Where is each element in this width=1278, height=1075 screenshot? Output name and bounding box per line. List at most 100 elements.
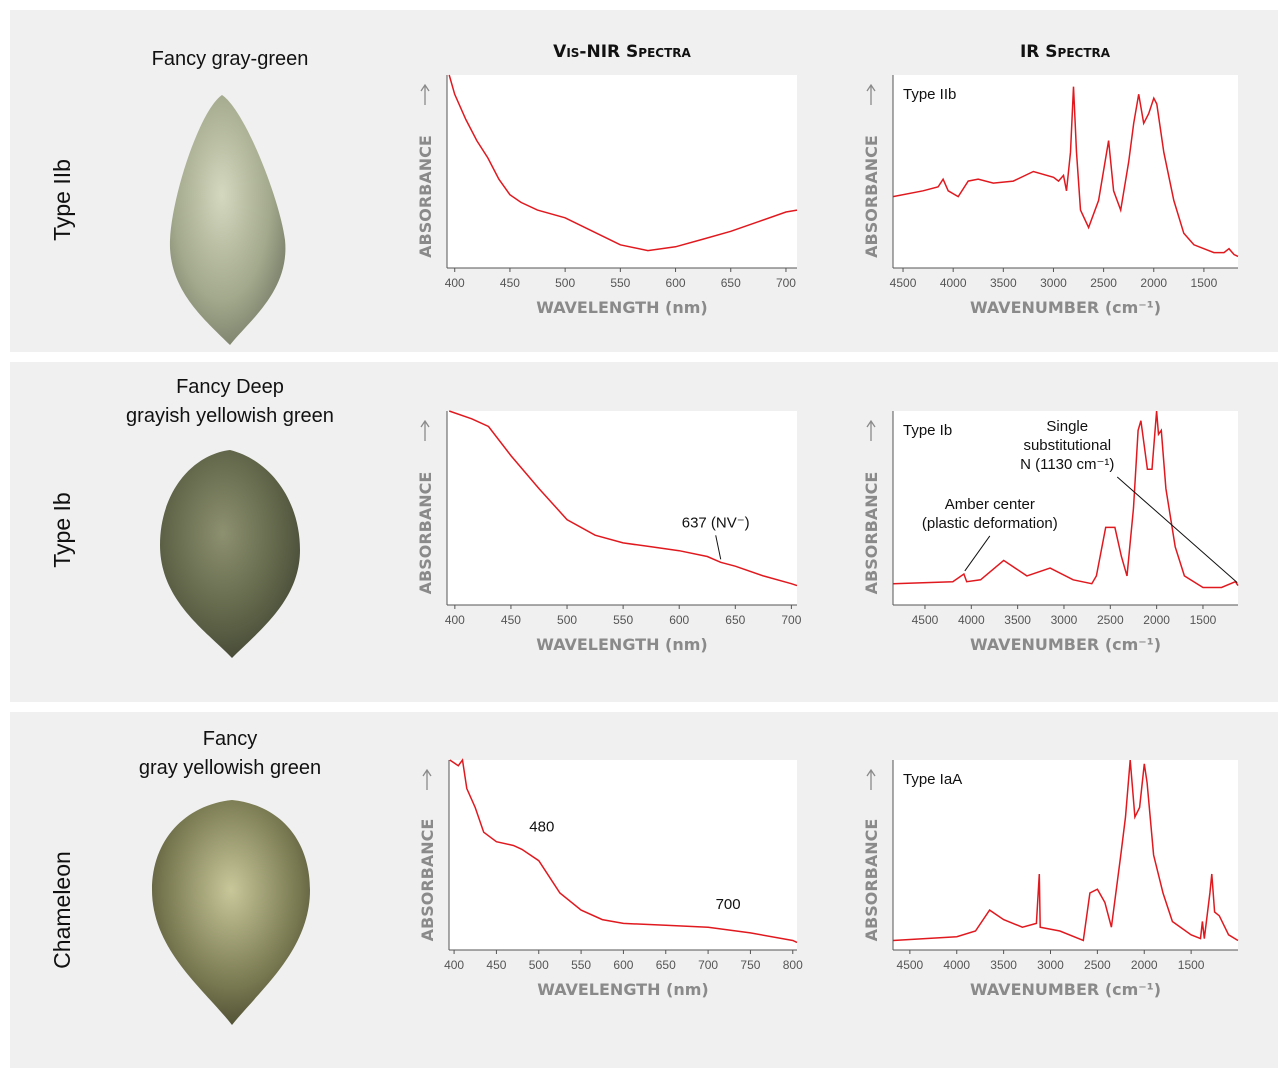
x-tick-label: 4500 <box>890 276 917 290</box>
annotation-pointer <box>1116 476 1238 583</box>
x-tick-label: 400 <box>444 958 464 972</box>
row-label: Type IIb <box>49 159 75 241</box>
x-tick-label: 600 <box>669 613 689 627</box>
x-tick-label: 3500 <box>990 276 1017 290</box>
y-axis-label: ABSORBANCE <box>418 819 437 942</box>
y-axis-label: ABSORBANCE <box>862 472 881 595</box>
x-tick-label: 2500 <box>1084 958 1111 972</box>
x-tick-label: 3000 <box>1040 276 1067 290</box>
y-axis-label: ABSORBANCE <box>862 819 881 942</box>
y-arrow <box>866 419 876 441</box>
y-arrow <box>866 768 876 790</box>
column-header: IR Spectra <box>1020 42 1111 62</box>
gem-name: Fancy gray-green <box>152 48 309 70</box>
spectrum-line <box>449 758 798 944</box>
x-tick-label: 650 <box>656 958 676 972</box>
x-tick-label: 2000 <box>1140 276 1167 290</box>
x-tick-label: 700 <box>781 613 801 627</box>
x-tick-label: 1500 <box>1178 958 1205 972</box>
x-axis-label: WAVENUMBER (cm⁻¹) <box>970 298 1161 317</box>
y-axis-label: ABSORBANCE <box>416 135 435 258</box>
annotation: N (1130 cm⁻¹) <box>1020 456 1114 473</box>
x-tick-label: 4000 <box>940 276 967 290</box>
spectrum-line <box>448 74 798 252</box>
x-tick-label: 800 <box>783 958 803 972</box>
x-tick-label: 750 <box>740 958 760 972</box>
plot-area <box>893 760 1238 950</box>
annotation: 480 <box>529 818 554 835</box>
gem-name: grayish yellowish green <box>126 405 334 427</box>
x-tick-label: 2000 <box>1143 613 1170 627</box>
chart-label: Type IaA <box>903 771 962 788</box>
x-tick-label: 3000 <box>1037 958 1064 972</box>
x-tick-label: 700 <box>776 276 796 290</box>
x-tick-label: 1500 <box>1191 276 1218 290</box>
plot-area <box>447 411 797 605</box>
plot-area <box>447 75 797 268</box>
y-arrow <box>420 83 430 105</box>
x-tick-label: 400 <box>445 613 465 627</box>
x-tick-label: 500 <box>557 613 577 627</box>
x-tick-label: 550 <box>571 958 591 972</box>
chart-label: Type IIb <box>903 86 956 103</box>
x-tick-label: 450 <box>500 276 520 290</box>
x-tick-label: 650 <box>725 613 745 627</box>
gem-name: Fancy <box>203 728 257 750</box>
x-axis-label: WAVENUMBER (cm⁻¹) <box>970 980 1161 999</box>
x-tick-label: 500 <box>529 958 549 972</box>
annotation: Amber center <box>945 496 1035 513</box>
x-tick-label: 450 <box>501 613 521 627</box>
x-axis-label: WAVELENGTH (nm) <box>536 298 707 317</box>
column-header: Vis-NIR Spectra <box>553 42 691 62</box>
x-tick-label: 4000 <box>943 958 970 972</box>
row-label: Chameleon <box>49 851 75 969</box>
annotation-pointer <box>964 535 991 572</box>
spectrum-line <box>448 410 798 587</box>
spectrum-line <box>892 410 1239 589</box>
x-tick-label: 3000 <box>1051 613 1078 627</box>
x-tick-label: 550 <box>610 276 630 290</box>
gem-name: gray yellowish green <box>139 757 321 779</box>
row-label: Type Ib <box>49 492 75 567</box>
x-axis-label: WAVENUMBER (cm⁻¹) <box>970 635 1161 654</box>
annotation: Single <box>1046 418 1088 435</box>
spectrum-line <box>892 759 1239 942</box>
plot-area <box>449 760 797 950</box>
gem-image <box>152 800 310 1025</box>
y-axis-label: ABSORBANCE <box>416 472 435 595</box>
annotation: (plastic deformation) <box>922 515 1058 532</box>
x-tick-label: 500 <box>555 276 575 290</box>
x-axis-label: WAVELENGTH (nm) <box>536 635 707 654</box>
gem-image <box>160 450 300 658</box>
plot-area <box>893 411 1238 605</box>
x-axis-label: WAVELENGTH (nm) <box>537 980 708 999</box>
x-tick-label: 4000 <box>958 613 985 627</box>
annotation-pointer <box>715 535 722 560</box>
x-tick-label: 650 <box>721 276 741 290</box>
x-tick-label: 1500 <box>1190 613 1217 627</box>
annotation: 637 (NV⁻) <box>682 514 750 531</box>
y-arrow <box>420 419 430 441</box>
x-tick-label: 400 <box>445 276 465 290</box>
y-axis-label: ABSORBANCE <box>862 135 881 258</box>
annotation: substitutional <box>1023 437 1111 454</box>
x-tick-label: 4500 <box>912 613 939 627</box>
x-tick-label: 550 <box>613 613 633 627</box>
x-tick-label: 2500 <box>1097 613 1124 627</box>
y-arrow <box>866 83 876 105</box>
x-tick-label: 3500 <box>990 958 1017 972</box>
x-tick-label: 2000 <box>1131 958 1158 972</box>
x-tick-label: 4500 <box>897 958 924 972</box>
x-tick-label: 2500 <box>1090 276 1117 290</box>
x-tick-label: 700 <box>698 958 718 972</box>
x-tick-label: 600 <box>666 276 686 290</box>
plot-area <box>893 75 1238 268</box>
y-arrow <box>422 768 432 790</box>
annotation: 700 <box>716 896 741 913</box>
chart-label: Type Ib <box>903 422 952 439</box>
x-tick-label: 3500 <box>1004 613 1031 627</box>
gem-name: Fancy Deep <box>176 376 284 398</box>
gem-image <box>169 95 286 345</box>
spectrum-line <box>892 86 1239 258</box>
